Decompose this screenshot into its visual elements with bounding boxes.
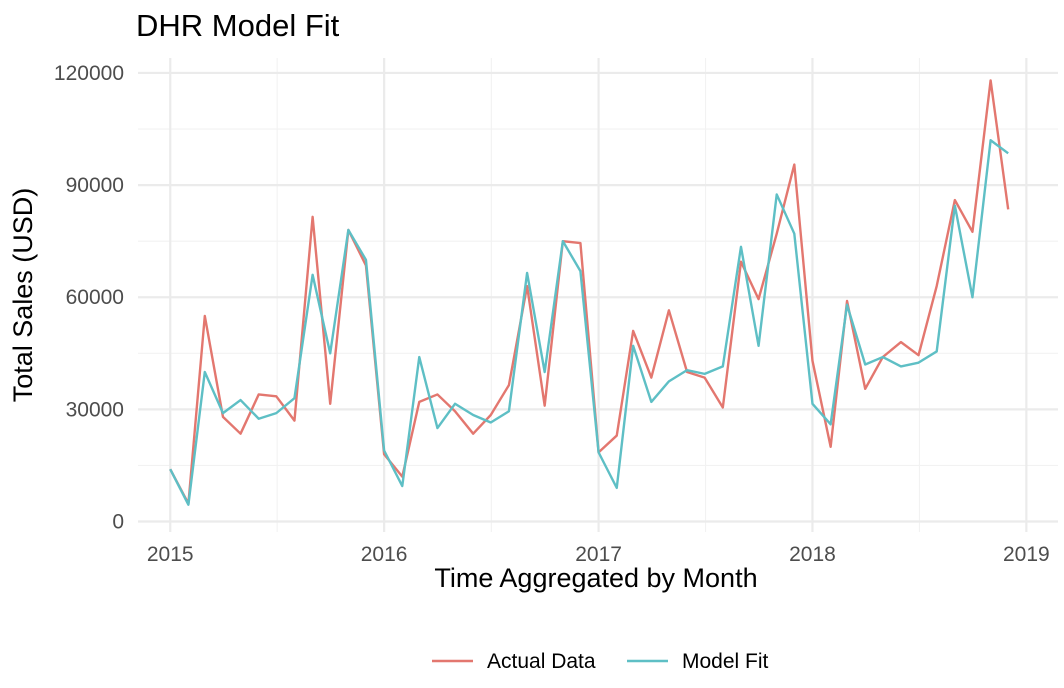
series-line-model-fit — [169, 139, 1009, 506]
gridlines — [138, 58, 1058, 532]
x-tick-label: 2019 — [1003, 543, 1050, 566]
legend-label: Model Fit — [682, 650, 769, 673]
x-tick-label: 2017 — [575, 543, 622, 566]
x-tick-label: 2015 — [147, 543, 194, 566]
y-axis-ticks: 0 30000 60000 90000 120000 — [54, 62, 124, 534]
series-lines — [169, 79, 1010, 506]
y-tick-label: 60000 — [66, 286, 124, 309]
series-line-actual-data — [169, 79, 1010, 505]
x-tick-label: 2016 — [361, 543, 408, 566]
chart-title: DHR Model Fit — [136, 8, 340, 43]
x-tick-label: 2018 — [789, 543, 836, 566]
x-axis-title: Time Aggregated by Month — [434, 563, 757, 593]
x-axis-ticks: 2015 2016 2017 2018 2019 — [147, 543, 1050, 566]
y-tick-label: 0 — [112, 511, 124, 534]
y-tick-label: 30000 — [66, 398, 124, 421]
legend: Actual Data Model Fit — [432, 650, 769, 673]
legend-label: Actual Data — [487, 650, 596, 673]
y-axis-title: Total Sales (USD) — [8, 188, 38, 403]
y-tick-label: 120000 — [54, 62, 124, 85]
y-tick-label: 90000 — [66, 174, 124, 197]
